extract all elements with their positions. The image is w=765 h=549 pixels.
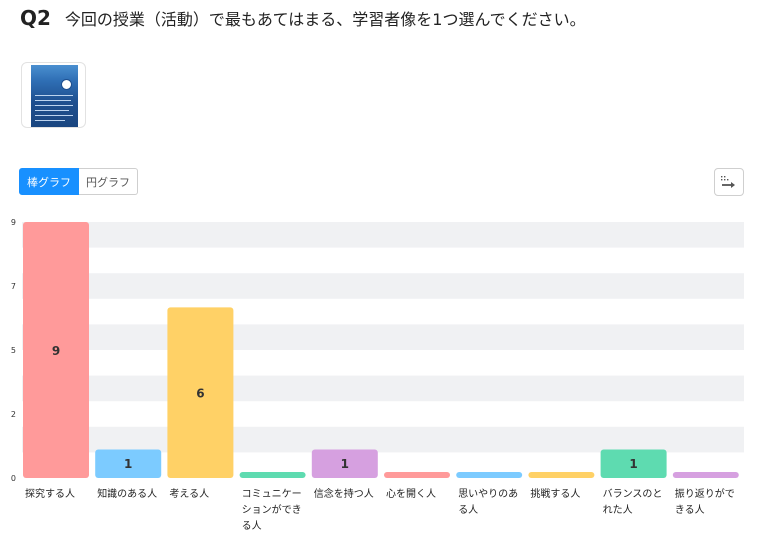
category-label: る人 (242, 520, 262, 532)
grid-band (22, 222, 744, 248)
question-header: Q2 今回の授業（活動）で最もあてはまる、学習者像を1つ選んでください。 (20, 6, 586, 30)
y-tick-label: 5 (11, 346, 16, 355)
category-label: 考える人 (169, 488, 209, 500)
y-tick-label: 2 (11, 410, 16, 419)
grid-band (22, 426, 744, 453)
question-number: Q2 (20, 6, 51, 30)
category-label: 振り返りがで (675, 487, 735, 500)
grid-band (22, 273, 744, 299)
number-badge-icon (61, 79, 72, 90)
bar (384, 472, 450, 478)
y-tick-label: 9 (11, 218, 16, 227)
category-label: バランスのと (603, 488, 663, 500)
bar (239, 472, 306, 478)
category-label: 信念を持つ人 (314, 487, 374, 500)
bar (528, 472, 595, 478)
y-tick-label: 7 (11, 282, 16, 291)
bar (672, 472, 739, 478)
bar-data-label: 1 (124, 457, 132, 471)
grid-band (22, 375, 744, 402)
category-label: きる人 (675, 504, 705, 516)
chart-type-toggle: 棒グラフ 円グラフ (19, 168, 138, 195)
category-label: れた人 (603, 504, 633, 516)
category-label: 知識のある人 (97, 487, 157, 500)
bar-data-label: 1 (341, 457, 349, 471)
poster-image (31, 65, 78, 127)
bar-data-label: 9 (52, 344, 60, 358)
bar-data-label: 1 (629, 457, 637, 471)
export-button[interactable] (714, 168, 744, 196)
attachment-thumbnail[interactable] (21, 62, 86, 128)
bar (167, 307, 234, 478)
grid-band (22, 324, 744, 350)
bar (95, 449, 162, 478)
category-label: コミュニケー (242, 488, 302, 500)
category-label: る人 (458, 504, 478, 516)
category-label: 挑戦する人 (530, 487, 580, 500)
category-label: 思いやりのあ (458, 488, 518, 500)
pie-chart-tab[interactable]: 円グラフ (79, 168, 138, 195)
bar-data-label: 6 (196, 387, 204, 401)
question-text: 今回の授業（活動）で最もあてはまる、学習者像を1つ選んでください。 (64, 10, 586, 29)
category-label: 心を開く人 (386, 488, 436, 500)
bar (600, 449, 667, 478)
bar (311, 449, 378, 478)
category-label: ションができ (242, 503, 302, 516)
bar (23, 222, 89, 478)
export-arrow-icon (721, 176, 735, 188)
y-tick-label: 0 (11, 474, 16, 483)
bar-chart-tab[interactable]: 棒グラフ (19, 168, 79, 195)
bar (456, 472, 523, 478)
category-label: 探究する人 (25, 487, 75, 500)
